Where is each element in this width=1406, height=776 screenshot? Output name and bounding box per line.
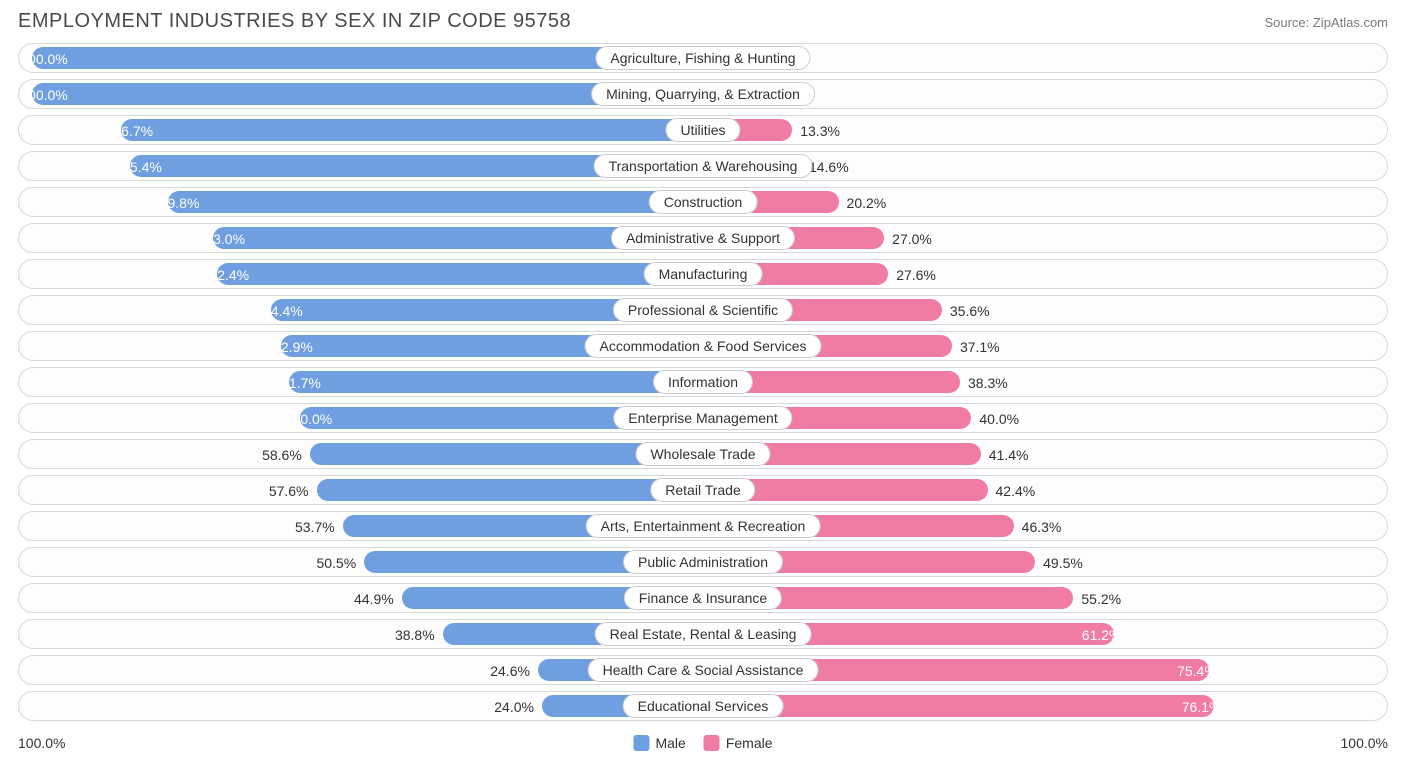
value-male: 73.0%	[205, 224, 245, 254]
value-female: 49.5%	[1043, 548, 1083, 578]
value-male: 85.4%	[122, 152, 162, 182]
chart-row: 50.5% 49.5% Public Administration	[18, 547, 1388, 577]
chart-row: 100.0%0.0%Agriculture, Fishing & Hunting	[18, 43, 1388, 73]
category-label: Mining, Quarrying, & Extraction	[591, 82, 815, 106]
chart-row: 85.4% 14.6%Transportation & Warehousing	[18, 151, 1388, 181]
value-male: 53.7%	[295, 512, 335, 542]
chart-row: 60.0% 40.0% Enterprise Management	[18, 403, 1388, 433]
value-male: 86.7%	[113, 116, 153, 146]
value-male: 57.6%	[269, 476, 309, 506]
category-label: Retail Trade	[650, 478, 755, 502]
chart-row: 73.0% 27.0% Administrative & Support	[18, 223, 1388, 253]
category-label: Transportation & Warehousing	[594, 154, 813, 178]
chart-row: 62.9% 37.1% Accommodation & Food Services	[18, 331, 1388, 361]
category-label: Real Estate, Rental & Leasing	[595, 622, 812, 646]
legend-female-swatch	[704, 735, 720, 751]
value-female: 13.3%	[800, 116, 840, 146]
value-female: 76.1%	[1182, 692, 1222, 722]
value-female: 46.3%	[1022, 512, 1062, 542]
category-label: Manufacturing	[644, 262, 763, 286]
value-male: 100.0%	[20, 80, 67, 110]
value-female: 55.2%	[1081, 584, 1121, 614]
value-female: 37.1%	[960, 332, 1000, 362]
chart-row: 86.7% 13.3% Utilities	[18, 115, 1388, 145]
chart-row: 38.8% 61.2% Real Estate, Rental & Leasing	[18, 619, 1388, 649]
bar-male	[317, 479, 703, 501]
category-label: Health Care & Social Assistance	[588, 658, 819, 682]
chart-row: 79.8% 20.2% Construction	[18, 187, 1388, 217]
bar-male	[121, 119, 703, 141]
value-female: 20.2%	[847, 188, 887, 218]
value-male: 58.6%	[262, 440, 302, 470]
value-female: 27.6%	[896, 260, 936, 290]
value-female: 42.4%	[996, 476, 1036, 506]
chart-header: EMPLOYMENT INDUSTRIES BY SEX IN ZIP CODE…	[0, 0, 1406, 39]
value-male: 100.0%	[20, 44, 67, 74]
value-male: 61.7%	[281, 368, 321, 398]
category-label: Information	[653, 370, 753, 394]
chart-row: 24.0% 76.1% Educational Services	[18, 691, 1388, 721]
chart-row: 64.4% 35.6% Professional & Scientific	[18, 295, 1388, 325]
chart-row: 24.6% 75.4% Health Care & Social Assistanc…	[18, 655, 1388, 685]
axis-right-label: 100.0%	[1341, 735, 1388, 751]
category-label: Construction	[649, 190, 758, 214]
bar-male	[217, 263, 703, 285]
legend-male: Male	[633, 735, 685, 751]
bar-male	[168, 191, 703, 213]
value-female: 75.4%	[1177, 656, 1217, 686]
value-female: 35.6%	[950, 296, 990, 326]
value-male: 24.0%	[494, 692, 534, 722]
chart-row: 72.4% 27.6% Manufacturing	[18, 259, 1388, 289]
category-label: Utilities	[665, 118, 740, 142]
chart-row: 57.6% 42.4% Retail Trade	[18, 475, 1388, 505]
legend-male-label: Male	[655, 735, 685, 751]
chart-row: 100.0%0.0%Mining, Quarrying, & Extractio…	[18, 79, 1388, 109]
legend-female-label: Female	[726, 735, 773, 751]
legend-female: Female	[704, 735, 773, 751]
category-label: Educational Services	[623, 694, 784, 718]
bar-male	[289, 371, 703, 393]
value-male: 38.8%	[395, 620, 435, 650]
chart-area: 100.0%0.0%Agriculture, Fishing & Hunting…	[18, 43, 1388, 721]
value-male: 72.4%	[209, 260, 249, 290]
value-female: 61.2%	[1082, 620, 1122, 650]
axis-left-label: 100.0%	[18, 735, 65, 751]
chart-row: 53.7% 46.3% Arts, Entertainment & Recreati…	[18, 511, 1388, 541]
chart-axis: 100.0% Male Female 100.0%	[18, 727, 1388, 759]
legend-male-swatch	[633, 735, 649, 751]
value-male: 44.9%	[354, 584, 394, 614]
value-female: 27.0%	[892, 224, 932, 254]
chart-row: 58.6% 41.4% Wholesale Trade	[18, 439, 1388, 469]
chart-title: EMPLOYMENT INDUSTRIES BY SEX IN ZIP CODE…	[18, 10, 571, 33]
chart-row: 61.7% 38.3% Information	[18, 367, 1388, 397]
value-male: 62.9%	[273, 332, 313, 362]
value-female: 38.3%	[968, 368, 1008, 398]
value-female: 41.4%	[989, 440, 1029, 470]
value-male: 64.4%	[263, 296, 303, 326]
category-label: Agriculture, Fishing & Hunting	[595, 46, 810, 70]
category-label: Administrative & Support	[611, 226, 795, 250]
category-label: Arts, Entertainment & Recreation	[586, 514, 821, 538]
value-female: 40.0%	[979, 404, 1019, 434]
chart-source: Source: ZipAtlas.com	[1264, 15, 1388, 30]
value-female: 14.6%	[809, 152, 849, 182]
category-label: Finance & Insurance	[624, 586, 782, 610]
value-male: 50.5%	[316, 548, 356, 578]
category-label: Wholesale Trade	[635, 442, 770, 466]
chart-row: 44.9% 55.2% Finance & Insurance	[18, 583, 1388, 613]
chart-legend: Male Female	[633, 735, 772, 751]
value-male: 79.8%	[160, 188, 200, 218]
value-male: 60.0%	[293, 404, 333, 434]
category-label: Enterprise Management	[613, 406, 792, 430]
value-male: 24.6%	[490, 656, 530, 686]
category-label: Accommodation & Food Services	[585, 334, 822, 358]
category-label: Professional & Scientific	[613, 298, 793, 322]
category-label: Public Administration	[623, 550, 783, 574]
